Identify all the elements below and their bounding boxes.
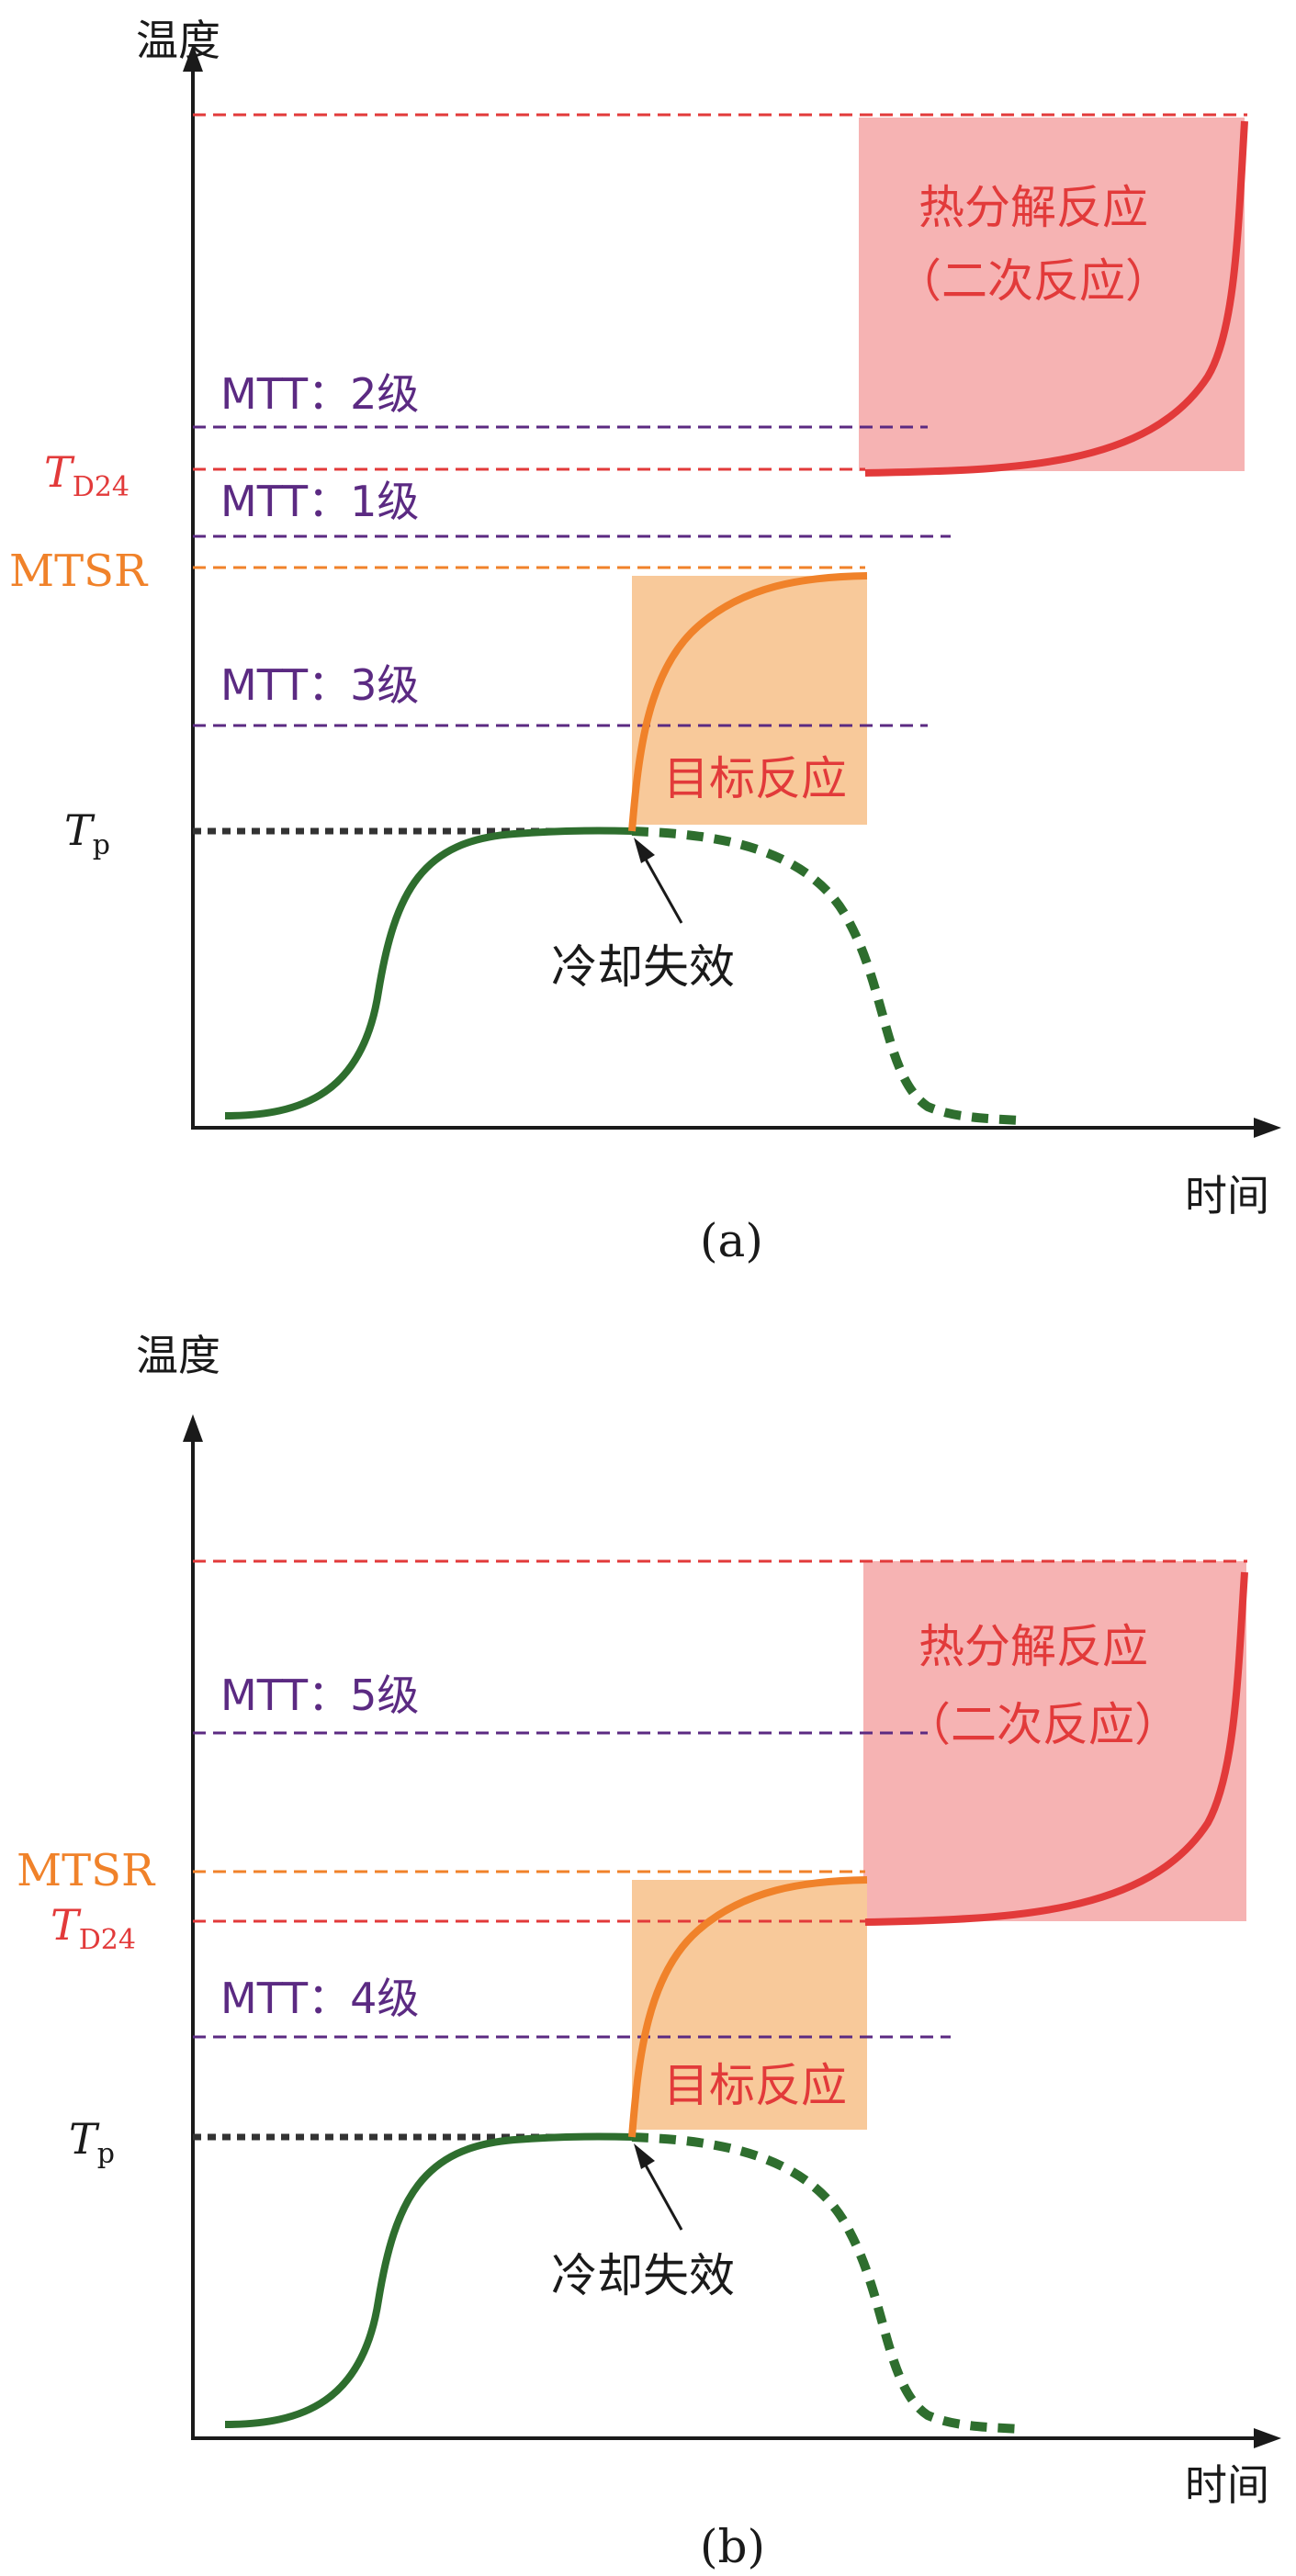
green-process-curve xyxy=(224,827,633,1119)
green-cooled-curve xyxy=(631,2132,1020,2434)
decomposition-label-2: （二次反应） xyxy=(905,1698,1180,1751)
y-axis-label: 温度 xyxy=(136,16,220,65)
y-axis-arrow-icon xyxy=(183,1414,203,1442)
cooling-failure-arrow xyxy=(638,2154,683,2231)
x-axis-label: 时间 xyxy=(1185,2460,1269,2510)
panel-b: 温度 时间 MTSR TD24 Tp MTT：5级 MTT：4级 热分解反应 （… xyxy=(17,1331,1281,2573)
x-axis-arrow-icon xyxy=(1254,2428,1281,2448)
decomposition-label-2: （二次反应） xyxy=(896,254,1171,308)
cooling-failure-arrow-icon xyxy=(634,2143,655,2169)
cooling-failure-arrow xyxy=(638,849,683,924)
mtt-2-label: MTT：2级 xyxy=(220,369,419,419)
red-decomposition-curve xyxy=(864,120,1248,477)
target-reaction-region xyxy=(632,576,867,825)
decomposition-region xyxy=(863,1561,1246,1921)
cooling-failure-label: 冷却失效 xyxy=(551,940,735,994)
panel-caption: (b) xyxy=(700,2520,765,2573)
decomposition-label-1: 热分解反应 xyxy=(918,181,1148,234)
orange-target-curve xyxy=(628,572,868,832)
mtt-5-label: MTT：5级 xyxy=(220,1670,419,1720)
tp-label: Tp xyxy=(69,2114,115,2170)
cooling-failure-arrow-icon xyxy=(634,838,655,863)
green-cooled-curve xyxy=(631,827,1020,1125)
cooling-failure-label: 冷却失效 xyxy=(551,2249,735,2302)
y-axis-label: 温度 xyxy=(136,1331,220,1380)
orange-target-curve xyxy=(628,1876,868,2138)
red-decomposition-curve xyxy=(864,1571,1248,1926)
panel-a: 温度 时间 TD24 MTSR Tp MTT：2级 MTT：1级 MTT：3级 … xyxy=(9,16,1281,1267)
tp-label: Tp xyxy=(64,805,110,861)
x-axis-label: 时间 xyxy=(1185,1171,1269,1221)
mtsr-label: MTSR xyxy=(9,546,149,597)
y-axis-arrow-icon xyxy=(183,44,203,72)
mtt-3-label: MTT：3级 xyxy=(220,660,419,710)
decomposition-label-1: 热分解反应 xyxy=(918,1620,1148,1673)
target-reaction-label: 目标反应 xyxy=(663,752,847,805)
mtt-4-label: MTT：4级 xyxy=(220,1974,419,2023)
mtsr-label: MTSR xyxy=(17,1845,156,1896)
green-process-curve xyxy=(224,2132,633,2428)
panel-caption: (a) xyxy=(700,1214,763,1267)
x-axis-arrow-icon xyxy=(1254,1118,1281,1138)
td24-label: TD24 xyxy=(44,447,130,503)
target-reaction-label: 目标反应 xyxy=(663,2059,847,2112)
td24-label: TD24 xyxy=(51,1900,136,1956)
mtt-1-label: MTT：1级 xyxy=(220,477,419,526)
